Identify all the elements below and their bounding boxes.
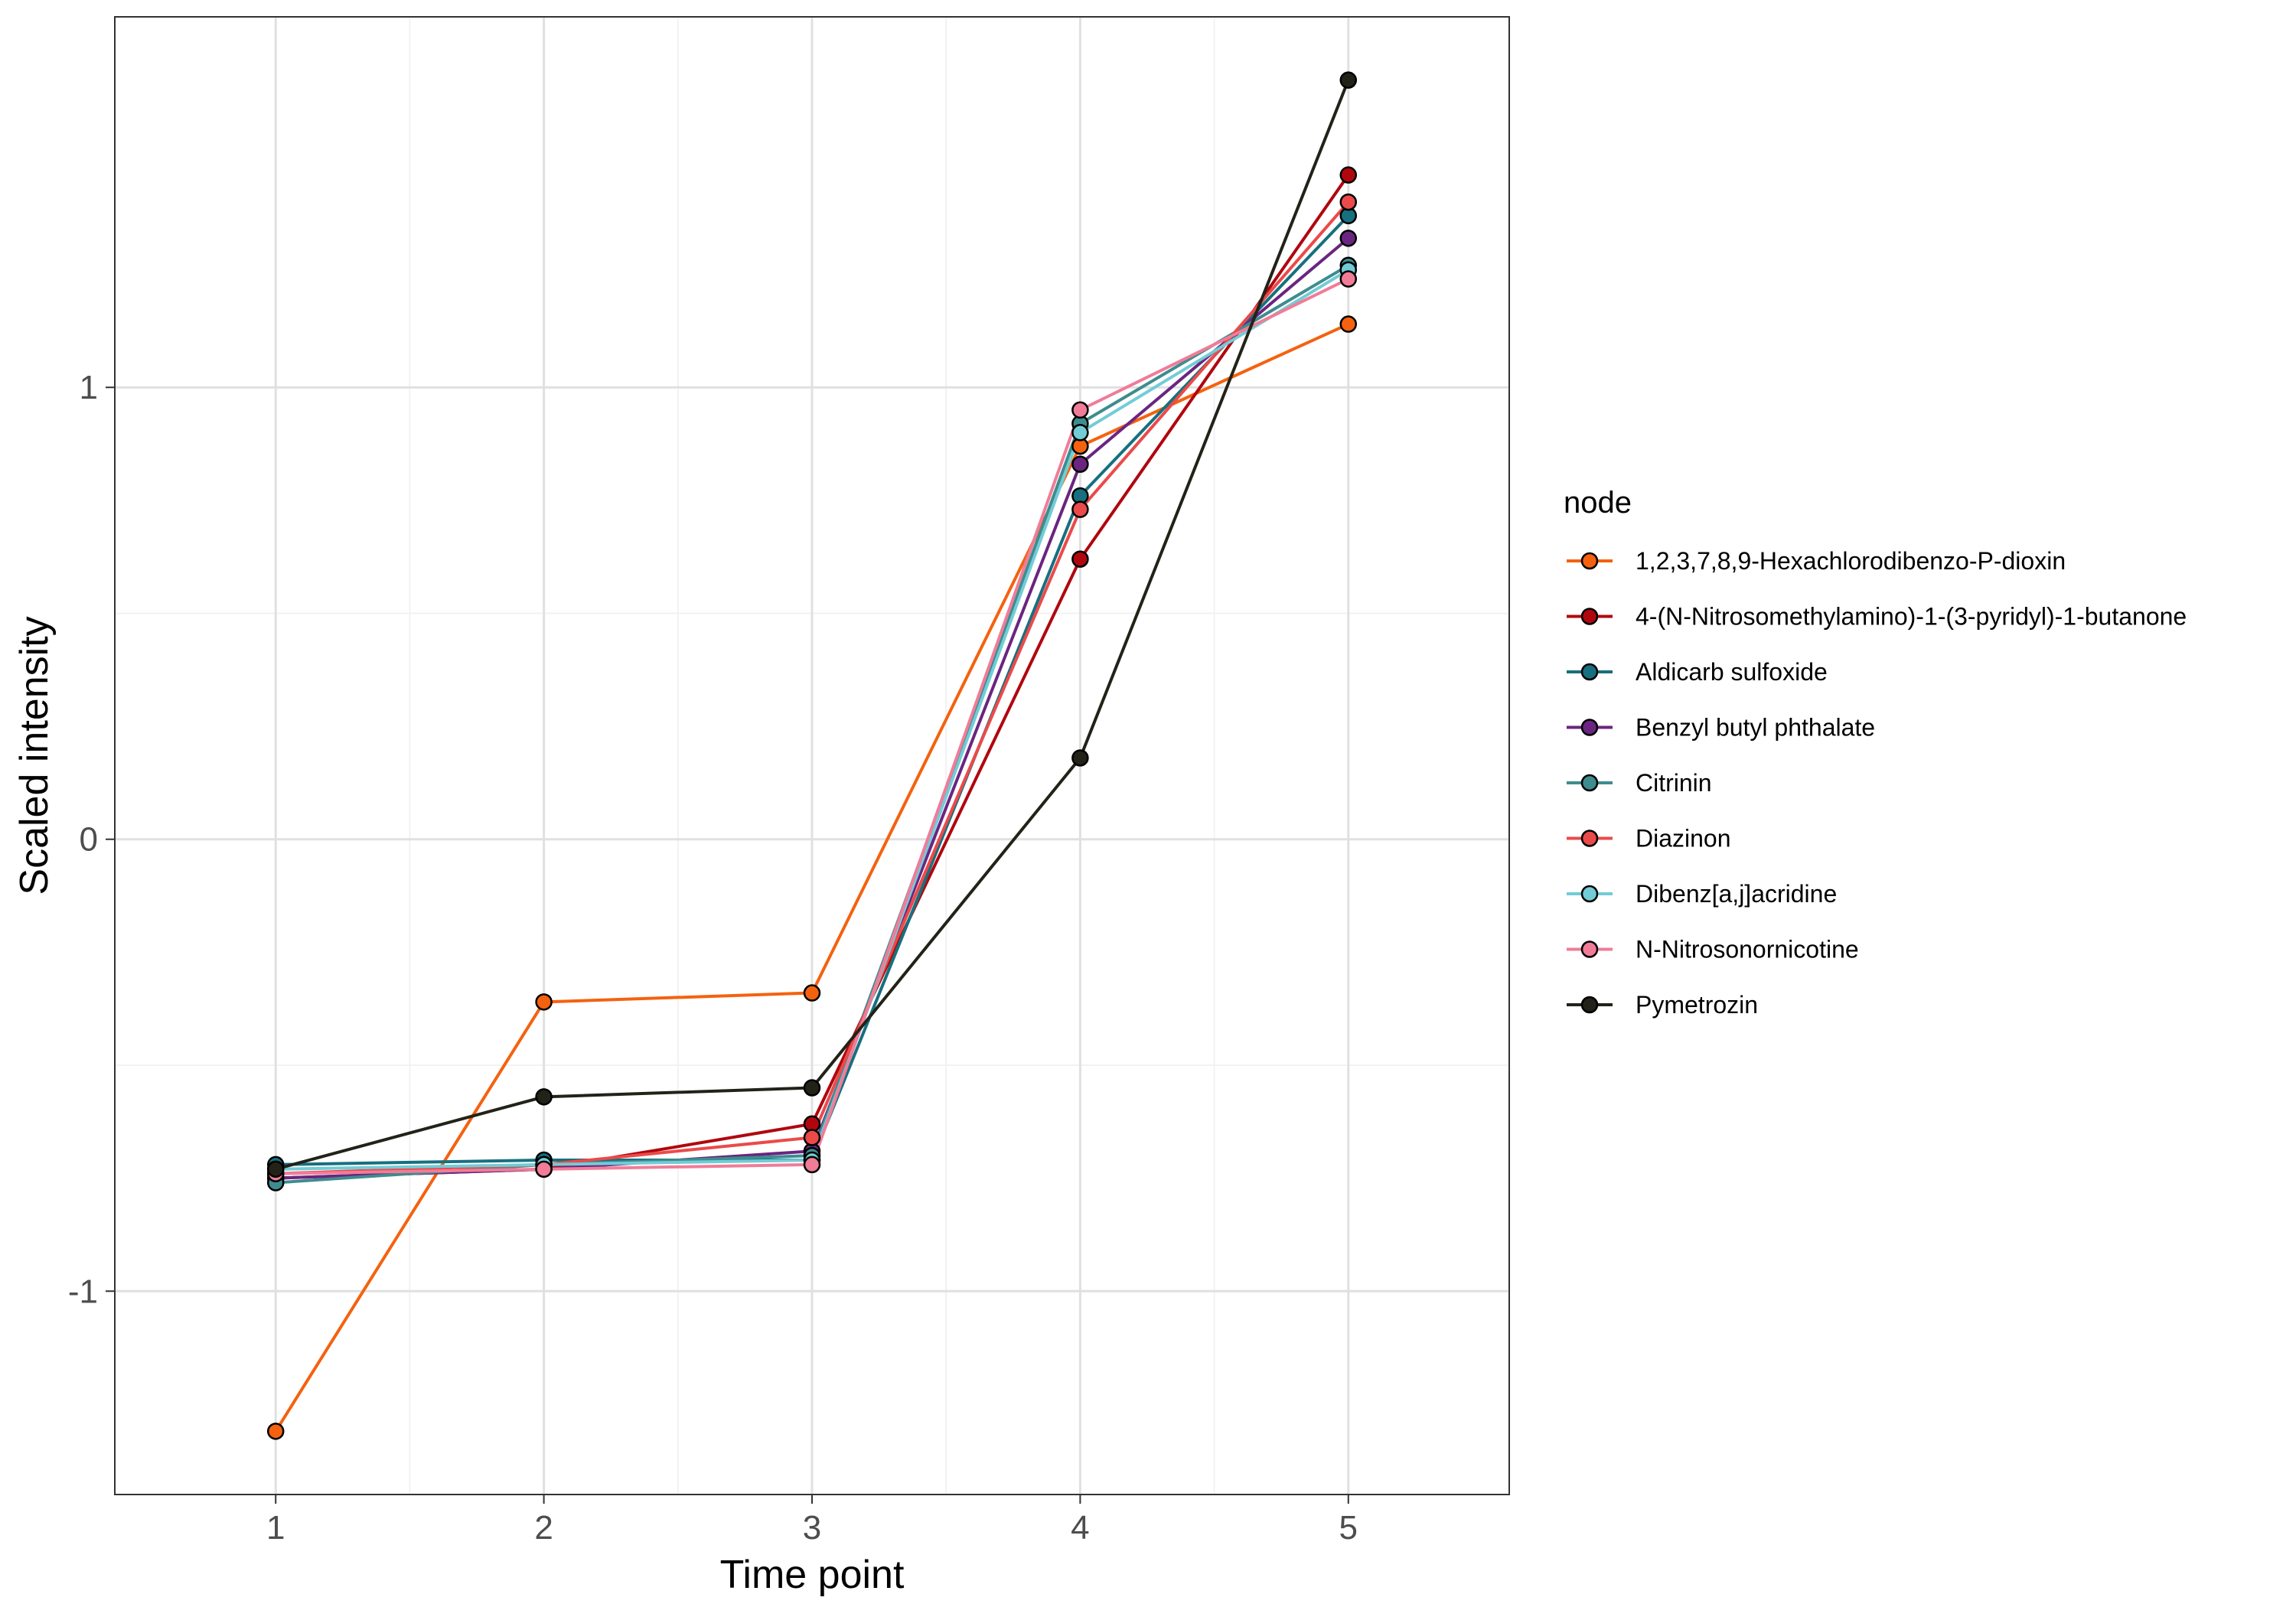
x-tick-label: 2 xyxy=(534,1509,553,1547)
legend-key-point xyxy=(1580,996,1599,1014)
legend-label: N-Nitrosonornicotine xyxy=(1636,936,1859,963)
data-point xyxy=(803,984,821,1002)
legend-key-point xyxy=(1580,663,1599,681)
data-point xyxy=(803,1156,821,1174)
legend-key-point xyxy=(1580,552,1599,570)
legend-key-point xyxy=(1580,774,1599,792)
legend-item: Citrinin xyxy=(1567,769,1712,797)
legend-label: 4-(N-Nitrosomethylamino)-1-(3-pyridyl)-1… xyxy=(1636,603,2187,631)
legend-item: N-Nitrosonornicotine xyxy=(1567,936,1859,963)
y-tick-label: -1 xyxy=(68,1273,98,1310)
data-point xyxy=(1071,455,1089,473)
data-point xyxy=(1071,749,1089,767)
x-tick-label: 4 xyxy=(1071,1509,1089,1547)
data-point xyxy=(803,1079,821,1097)
x-tick-label: 3 xyxy=(803,1509,821,1547)
series-points xyxy=(266,71,1358,1440)
grid xyxy=(115,17,1509,1495)
axis-ticks xyxy=(106,386,1349,1504)
data-point xyxy=(1071,424,1089,442)
legend-key-point xyxy=(1580,885,1599,903)
data-point xyxy=(1339,193,1358,211)
y-tick-label: 0 xyxy=(80,821,98,859)
legend-label: Citrinin xyxy=(1636,769,1712,797)
legend-key-point xyxy=(1580,940,1599,958)
y-axis-title: Scaled intensity xyxy=(12,616,57,895)
legend-item: 4-(N-Nitrosomethylamino)-1-(3-pyridyl)-1… xyxy=(1567,603,2187,631)
data-point xyxy=(1339,315,1358,333)
legend-label: Pymetrozin xyxy=(1636,991,1758,1019)
data-point xyxy=(1339,270,1358,288)
data-point xyxy=(535,993,553,1011)
data-point xyxy=(1339,230,1358,247)
legend-label: Benzyl butyl phthalate xyxy=(1636,714,1875,742)
legend-title: node xyxy=(1564,486,1632,520)
x-tick-label: 1 xyxy=(266,1509,285,1547)
data-point xyxy=(1339,71,1358,89)
legend-item: Aldicarb sulfoxide xyxy=(1567,658,1828,686)
data-point xyxy=(1071,550,1089,568)
data-point xyxy=(535,1160,553,1178)
legend-items: 1,2,3,7,8,9-Hexachlorodibenzo-P-dioxin 4-… xyxy=(1567,547,2187,1019)
legend-label: 1,2,3,7,8,9-Hexachlorodibenzo-P-dioxin xyxy=(1636,547,2066,575)
legend-item: Dibenz[a,j]acridine xyxy=(1567,880,1837,908)
legend-label: Diazinon xyxy=(1636,825,1731,852)
legend: node 1,2,3,7,8,9-Hexachlorodibenzo-P-dio… xyxy=(1564,486,2187,1019)
legend-key-point xyxy=(1580,719,1599,736)
data-point xyxy=(803,1129,821,1146)
data-point xyxy=(1339,166,1358,184)
data-point xyxy=(266,1160,285,1178)
x-axis-title: Time point xyxy=(720,1553,905,1597)
data-point xyxy=(1071,500,1089,518)
legend-label: Aldicarb sulfoxide xyxy=(1636,658,1828,686)
x-tick-labels: 1 2 3 4 5 xyxy=(266,1509,1358,1547)
data-point xyxy=(1071,401,1089,419)
legend-item: Pymetrozin xyxy=(1567,991,1758,1019)
legend-key-point xyxy=(1580,830,1599,847)
legend-label: Dibenz[a,j]acridine xyxy=(1636,880,1837,908)
legend-item: Benzyl butyl phthalate xyxy=(1567,714,1875,742)
legend-item: 1,2,3,7,8,9-Hexachlorodibenzo-P-dioxin xyxy=(1567,547,2066,575)
y-tick-label: 1 xyxy=(80,369,98,406)
x-tick-label: 5 xyxy=(1339,1509,1358,1547)
y-tick-labels: -1 0 1 xyxy=(68,369,98,1310)
legend-item: Diazinon xyxy=(1567,825,1731,852)
data-point xyxy=(266,1423,285,1440)
data-point xyxy=(535,1088,553,1106)
legend-key-point xyxy=(1580,608,1599,625)
